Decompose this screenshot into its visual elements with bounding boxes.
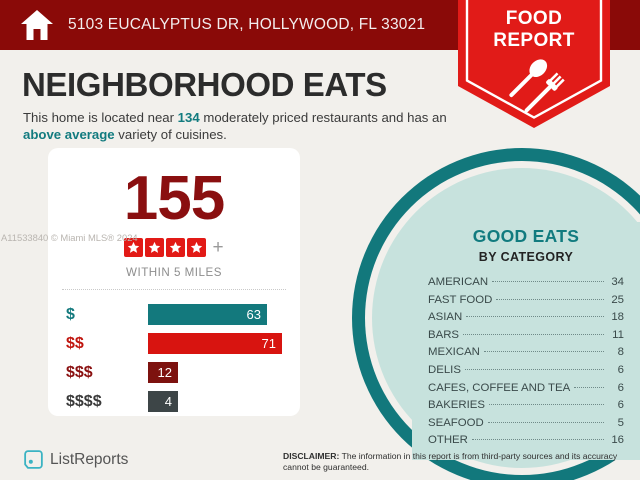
good-eats-title: GOOD EATS: [472, 226, 580, 246]
eats-row: CAFES, COFFEE AND TEA 6: [428, 382, 624, 400]
eats-category-label: MEXICAN: [428, 346, 480, 359]
page-title: NEIGHBORHOOD EATS: [22, 66, 387, 103]
eats-row: BARS 11: [428, 329, 624, 347]
badge-text: FOOD REPORT: [458, 8, 610, 52]
bar-row: $$ 71: [66, 329, 300, 358]
eats-dot-leader: [492, 281, 604, 282]
bar-label: $$: [66, 334, 84, 352]
food-report-badge: FOOD REPORT: [458, 0, 610, 128]
eats-row: BAKERIES 6: [428, 399, 624, 417]
page-subtitle: This home is located near 134 moderately…: [23, 109, 453, 143]
eats-dot-leader: [483, 351, 604, 353]
bar-label: $$$$: [66, 392, 102, 410]
bar-row: $$$$ 4: [66, 387, 300, 416]
listreports-logo-icon: [24, 450, 43, 469]
eats-category-count: 6: [617, 399, 624, 412]
eats-category-count: 6: [617, 381, 624, 394]
bar: 71: [148, 333, 282, 354]
eats-category-label: SEAFOOD: [428, 416, 484, 429]
eats-row: AMERICAN 34: [428, 276, 624, 294]
bar-row: $63: [66, 300, 300, 329]
bar: 4: [148, 391, 178, 412]
badge-line-1: FOOD: [505, 8, 563, 29]
eats-category-count: 25: [611, 293, 624, 306]
eats-category-count: 34: [611, 276, 624, 288]
eats-category-count: 11: [612, 328, 624, 341]
eats-category-count: 6: [617, 363, 624, 376]
eats-dot-leader: [574, 386, 604, 388]
bar-label: $: [66, 305, 75, 323]
star-icon: [191, 241, 203, 253]
eats-category-label: CAFES, COFFEE AND TEA: [428, 381, 571, 394]
star-plus: +: [212, 237, 224, 258]
bar: 63: [148, 304, 267, 325]
subtitle-quality: above average: [23, 127, 115, 142]
eats-dot-leader: [466, 316, 604, 318]
eats-dot-leader: [496, 298, 604, 300]
eats-row: ASIAN 18: [428, 311, 624, 329]
eats-category-label: DELIS: [428, 363, 461, 376]
mls-watermark: A11533840 © Miami MLS® 2024: [1, 232, 138, 243]
good-eats-list: AMERICAN 34 FAST FOOD 25 ASIAN 18 BARS 11 MEXICA…: [428, 276, 624, 452]
spoon-fork-icon: [509, 59, 565, 113]
star-icon: [170, 241, 182, 253]
subtitle-part-1: This home is located near: [23, 110, 178, 125]
eats-category-count: 18: [611, 311, 624, 324]
star-box: [187, 238, 207, 257]
bar-row: $$$ 12: [66, 358, 300, 387]
eats-category-count: 8: [617, 346, 624, 359]
subtitle-part-2: moderately priced restaurants and has an: [199, 110, 447, 125]
subtitle-restaurant-count: 134: [177, 110, 200, 125]
star-box: [124, 238, 144, 257]
header-address: 5103 EUCALYPTUS DR, HOLLYWOOD, FL 33021: [68, 16, 426, 33]
disclaimer-text: The information in this report is from t…: [283, 451, 618, 472]
star-box: [166, 238, 186, 257]
bar: 12: [148, 362, 178, 383]
eats-row: MEXICAN 8: [428, 346, 624, 364]
eats-category-count: 16: [611, 434, 624, 447]
restaurant-count-card: 155 + WITHIN 5 MILES $63 $$ 71 $$$ 12 $$$$ 4: [48, 148, 300, 416]
card-divider: [62, 289, 286, 290]
good-eats-panel: GOOD EATS BY CATEGORY AMERICAN 34 FAST FOO…: [412, 222, 640, 460]
star-icon: [149, 241, 161, 253]
eats-category-count: 5: [617, 416, 624, 429]
eats-category-label: BARS: [428, 328, 460, 341]
star-rating: +: [48, 238, 300, 257]
badge-line-2: REPORT: [493, 30, 575, 51]
listreports-logo[interactable]: ListReports: [24, 450, 128, 469]
eats-category-label: FAST FOOD: [428, 293, 493, 306]
eats-panel-background: [412, 222, 640, 460]
star-icon: [128, 241, 140, 253]
bar-label: $$$: [66, 363, 93, 381]
eats-category-label: BAKERIES: [428, 399, 485, 412]
eats-category-label: OTHER: [428, 434, 468, 447]
disclaimer-label: DISCLAIMER:: [283, 451, 340, 461]
eats-category-label: ASIAN: [428, 311, 463, 324]
within-distance-label: WITHIN 5 MILES: [126, 266, 222, 279]
eats-dot-leader: [463, 333, 604, 335]
listreports-logo-text: ListReports: [50, 450, 129, 468]
star-box: [145, 238, 165, 257]
eats-row: DELIS 6: [428, 364, 624, 382]
home-icon: [21, 10, 53, 40]
restaurant-total-number: 155: [123, 164, 225, 233]
eats-row: FAST FOOD 25: [428, 294, 624, 312]
good-eats-subtitle: BY CATEGORY: [478, 250, 574, 264]
disclaimer: DISCLAIMER: The information in this repo…: [283, 451, 633, 473]
badge-shield-shape: [458, 0, 610, 128]
eats-row: OTHER 16: [428, 434, 624, 452]
eats-dot-leader: [487, 421, 604, 423]
eats-dot-leader: [464, 368, 604, 370]
eats-dot-leader: [488, 404, 604, 406]
eats-category-label: AMERICAN: [428, 276, 489, 288]
price-range-bar-chart: $63 $$ 71 $$$ 12 $$$$ 4: [48, 300, 300, 416]
subtitle-part-3: variety of cuisines.: [114, 127, 227, 142]
eats-dot-leader: [471, 439, 604, 441]
eats-row: SEAFOOD 5: [428, 417, 624, 435]
